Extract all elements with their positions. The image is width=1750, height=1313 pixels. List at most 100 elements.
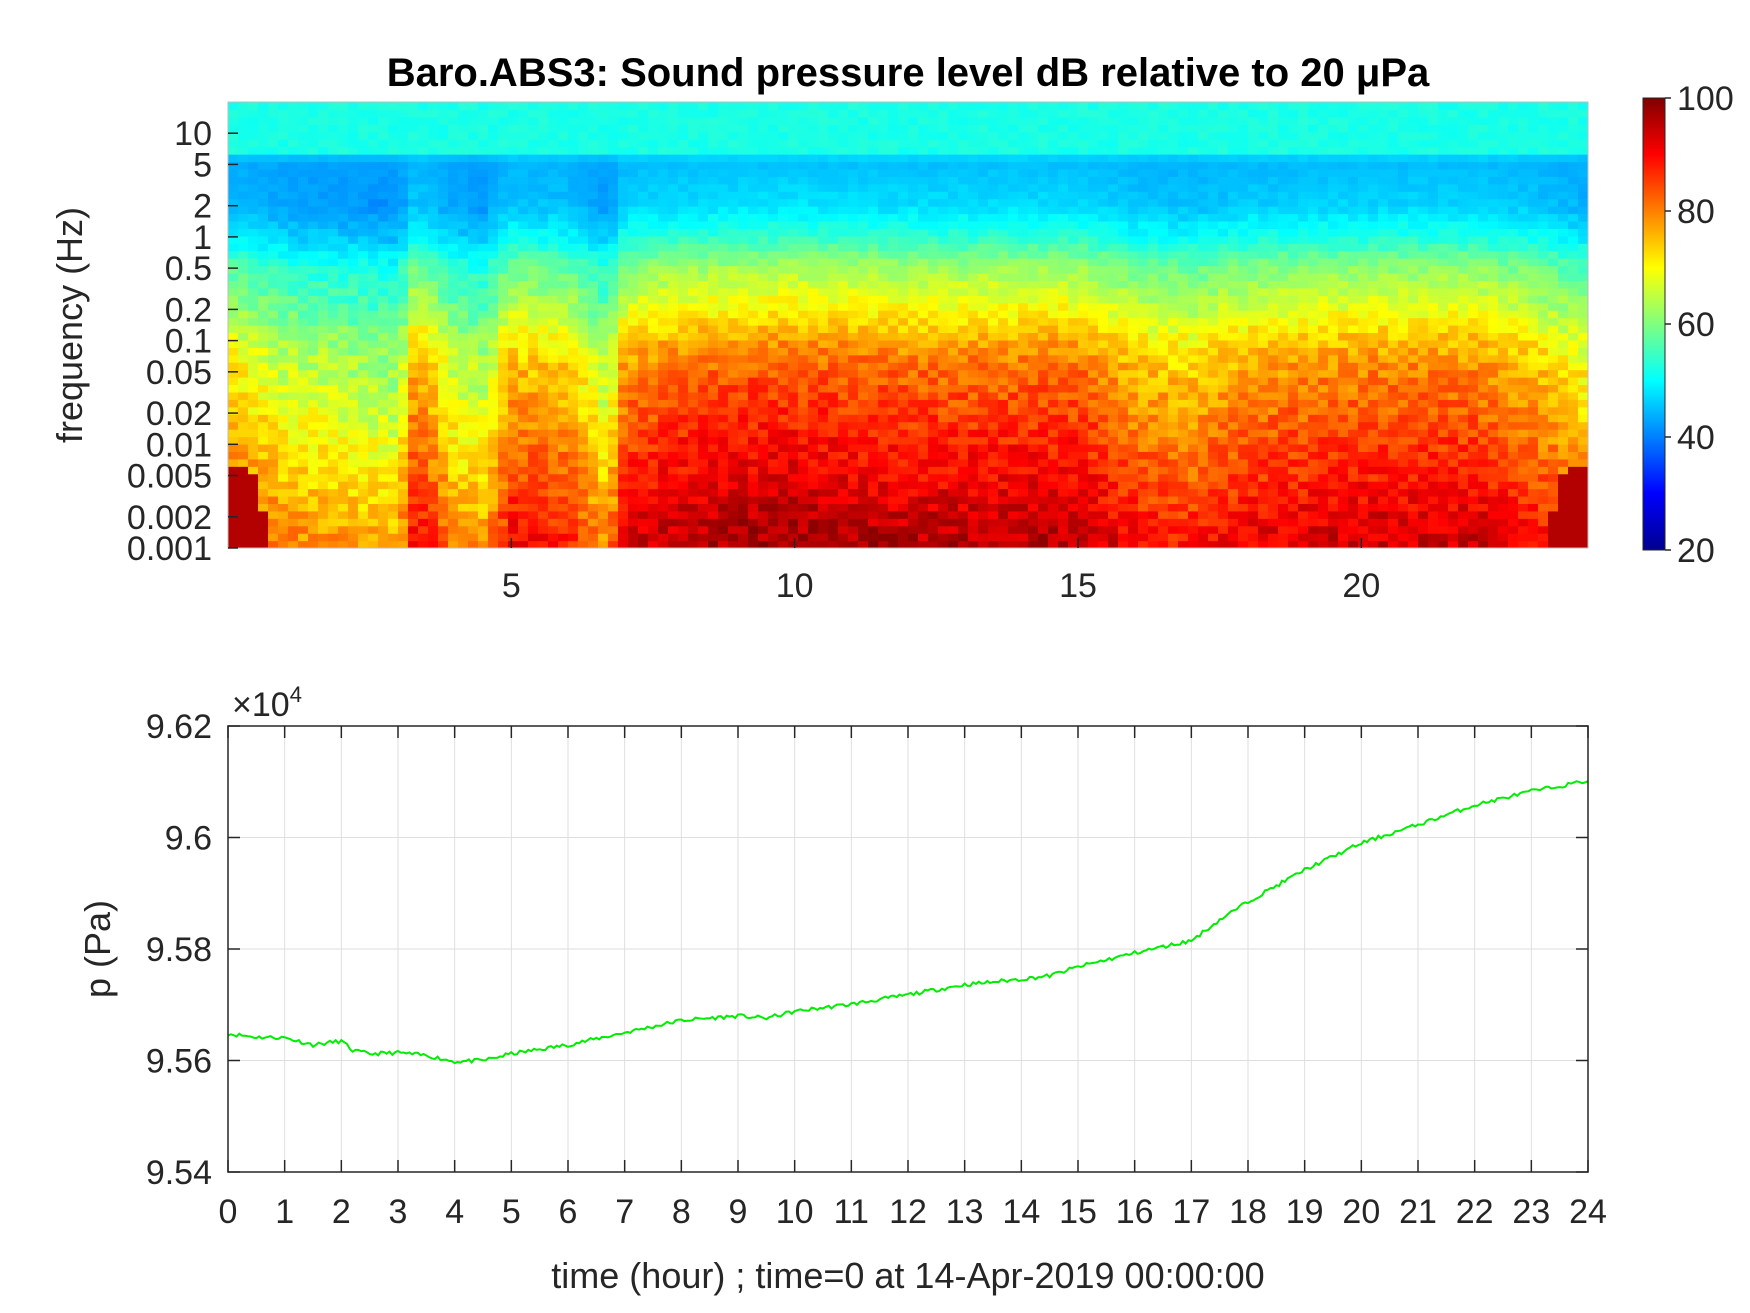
spectrogram-cell (1088, 443, 1099, 452)
spectrogram-cell (1008, 369, 1019, 378)
spectrogram-cell (698, 287, 709, 296)
spectrogram-cell (1528, 302, 1539, 311)
spectrogram-cell (1198, 503, 1209, 512)
spectrogram-cell (1058, 295, 1069, 304)
spectrogram-cell (998, 302, 1009, 311)
spectrogram-cell (888, 332, 899, 341)
spectrogram-cell (748, 488, 759, 497)
spectrogram-cell (998, 317, 1009, 326)
spectrogram-cell (1318, 406, 1329, 415)
spectrogram-cell (1268, 495, 1279, 504)
spectrogram-cell (858, 362, 869, 371)
spectrogram-cell (1248, 495, 1259, 504)
spectrogram-cell (1098, 369, 1109, 378)
spectrogram-cell (1408, 488, 1419, 497)
spectrogram-cell (578, 339, 589, 348)
spectrogram-cell (1068, 451, 1079, 460)
spectrogram-cell (1378, 473, 1389, 482)
spectrogram-cell (1198, 325, 1209, 334)
spectrogram-cell (988, 272, 999, 281)
spectrogram-cell (1538, 310, 1549, 319)
spectrogram-cell (628, 317, 639, 326)
spectrogram-cell (1538, 414, 1549, 423)
spectrogram-cell (1518, 287, 1529, 296)
spectrogram-cell (1148, 399, 1159, 408)
spectrogram-cell (1138, 287, 1149, 296)
spectrogram-cell (1528, 354, 1539, 363)
spectrogram-cell (978, 406, 989, 415)
spectrogram-cell (708, 481, 719, 490)
spectrogram-cell (328, 406, 339, 415)
spectrogram-cell (818, 466, 829, 475)
spectrogram-cell (408, 481, 419, 490)
spectrogram-cell (468, 510, 479, 519)
spectrogram-cell (1428, 339, 1439, 348)
spectrogram-cell (988, 518, 999, 527)
spectrogram-cell (1548, 473, 1559, 482)
spectrogram-cell (1448, 391, 1459, 400)
spectrogram-cell (568, 495, 579, 504)
spectrogram-cell (508, 466, 519, 475)
spectrogram-cell (228, 295, 239, 304)
spectrogram-cell (1078, 339, 1089, 348)
spectrogram-cell (558, 347, 569, 356)
spectrogram-cell (428, 310, 439, 319)
spectrogram-cell (798, 458, 809, 467)
spectrogram-cell (708, 421, 719, 430)
spectrogram-cell (1498, 354, 1509, 363)
spectrogram-cell (538, 429, 549, 438)
spectrogram-cell (558, 443, 569, 452)
spectrogram-cell (998, 510, 1009, 519)
spectrogram-cell (818, 295, 829, 304)
spectrogram-cell (1368, 525, 1379, 534)
spectrogram-cell (1278, 391, 1289, 400)
spectrogram-cell (1008, 473, 1019, 482)
spectrogram-cell (1118, 466, 1129, 475)
spectrogram-cell (1498, 339, 1509, 348)
spectrogram-cell (1148, 377, 1159, 386)
spectrogram-cell (1268, 451, 1279, 460)
spectrogram-cell (1228, 310, 1239, 319)
spectrogram-cell (1218, 414, 1229, 423)
spectrogram-cell (1018, 310, 1029, 319)
spectrogram-cell (528, 451, 539, 460)
spectrogram-cell (1228, 473, 1239, 482)
spectrogram-cell (1468, 473, 1479, 482)
spectrogram-cell (798, 391, 809, 400)
spectrogram-cell (648, 377, 659, 386)
spectrogram-cell (1348, 369, 1359, 378)
spectrogram-cell (298, 362, 309, 371)
spectrogram-cell (1298, 362, 1309, 371)
spectrogram-cell (1378, 339, 1389, 348)
spectrogram-cell (978, 473, 989, 482)
spectrogram-cell (458, 295, 469, 304)
spectrogram-cell (1578, 310, 1588, 319)
spectrogram-cell (1068, 295, 1079, 304)
spectrogram-cell (1168, 347, 1179, 356)
spectrogram-cell (1518, 317, 1529, 326)
spectrogram-cell (418, 310, 429, 319)
spectrogram-cell (1378, 347, 1389, 356)
spectrogram-cell (1048, 369, 1059, 378)
spectrogram-cell (1248, 473, 1259, 482)
spectrogram-cell (1158, 421, 1169, 430)
spectrogram-cell (678, 317, 689, 326)
spectrogram-cell (698, 488, 709, 497)
spectrogram-cell (878, 391, 889, 400)
spectrogram-cell (1548, 488, 1559, 497)
spectrogram-cell (738, 391, 749, 400)
spectrogram-cell (1108, 317, 1119, 326)
spectrogram-cell (258, 510, 269, 519)
spectrogram-cell (1098, 310, 1109, 319)
spectrogram-cell (1208, 295, 1219, 304)
spectrogram-cell (1148, 310, 1159, 319)
spectrogram-cell (1038, 384, 1049, 393)
spectrogram-cell (1538, 339, 1549, 348)
spectrogram-cell (818, 540, 829, 548)
spectrogram-cell (398, 339, 409, 348)
spectrogram-cell (548, 518, 559, 527)
spectrogram-cell (1428, 347, 1439, 356)
spectrogram-cell (1278, 421, 1289, 430)
spectrogram-cell (298, 458, 309, 467)
spectrogram-cell (618, 384, 629, 393)
